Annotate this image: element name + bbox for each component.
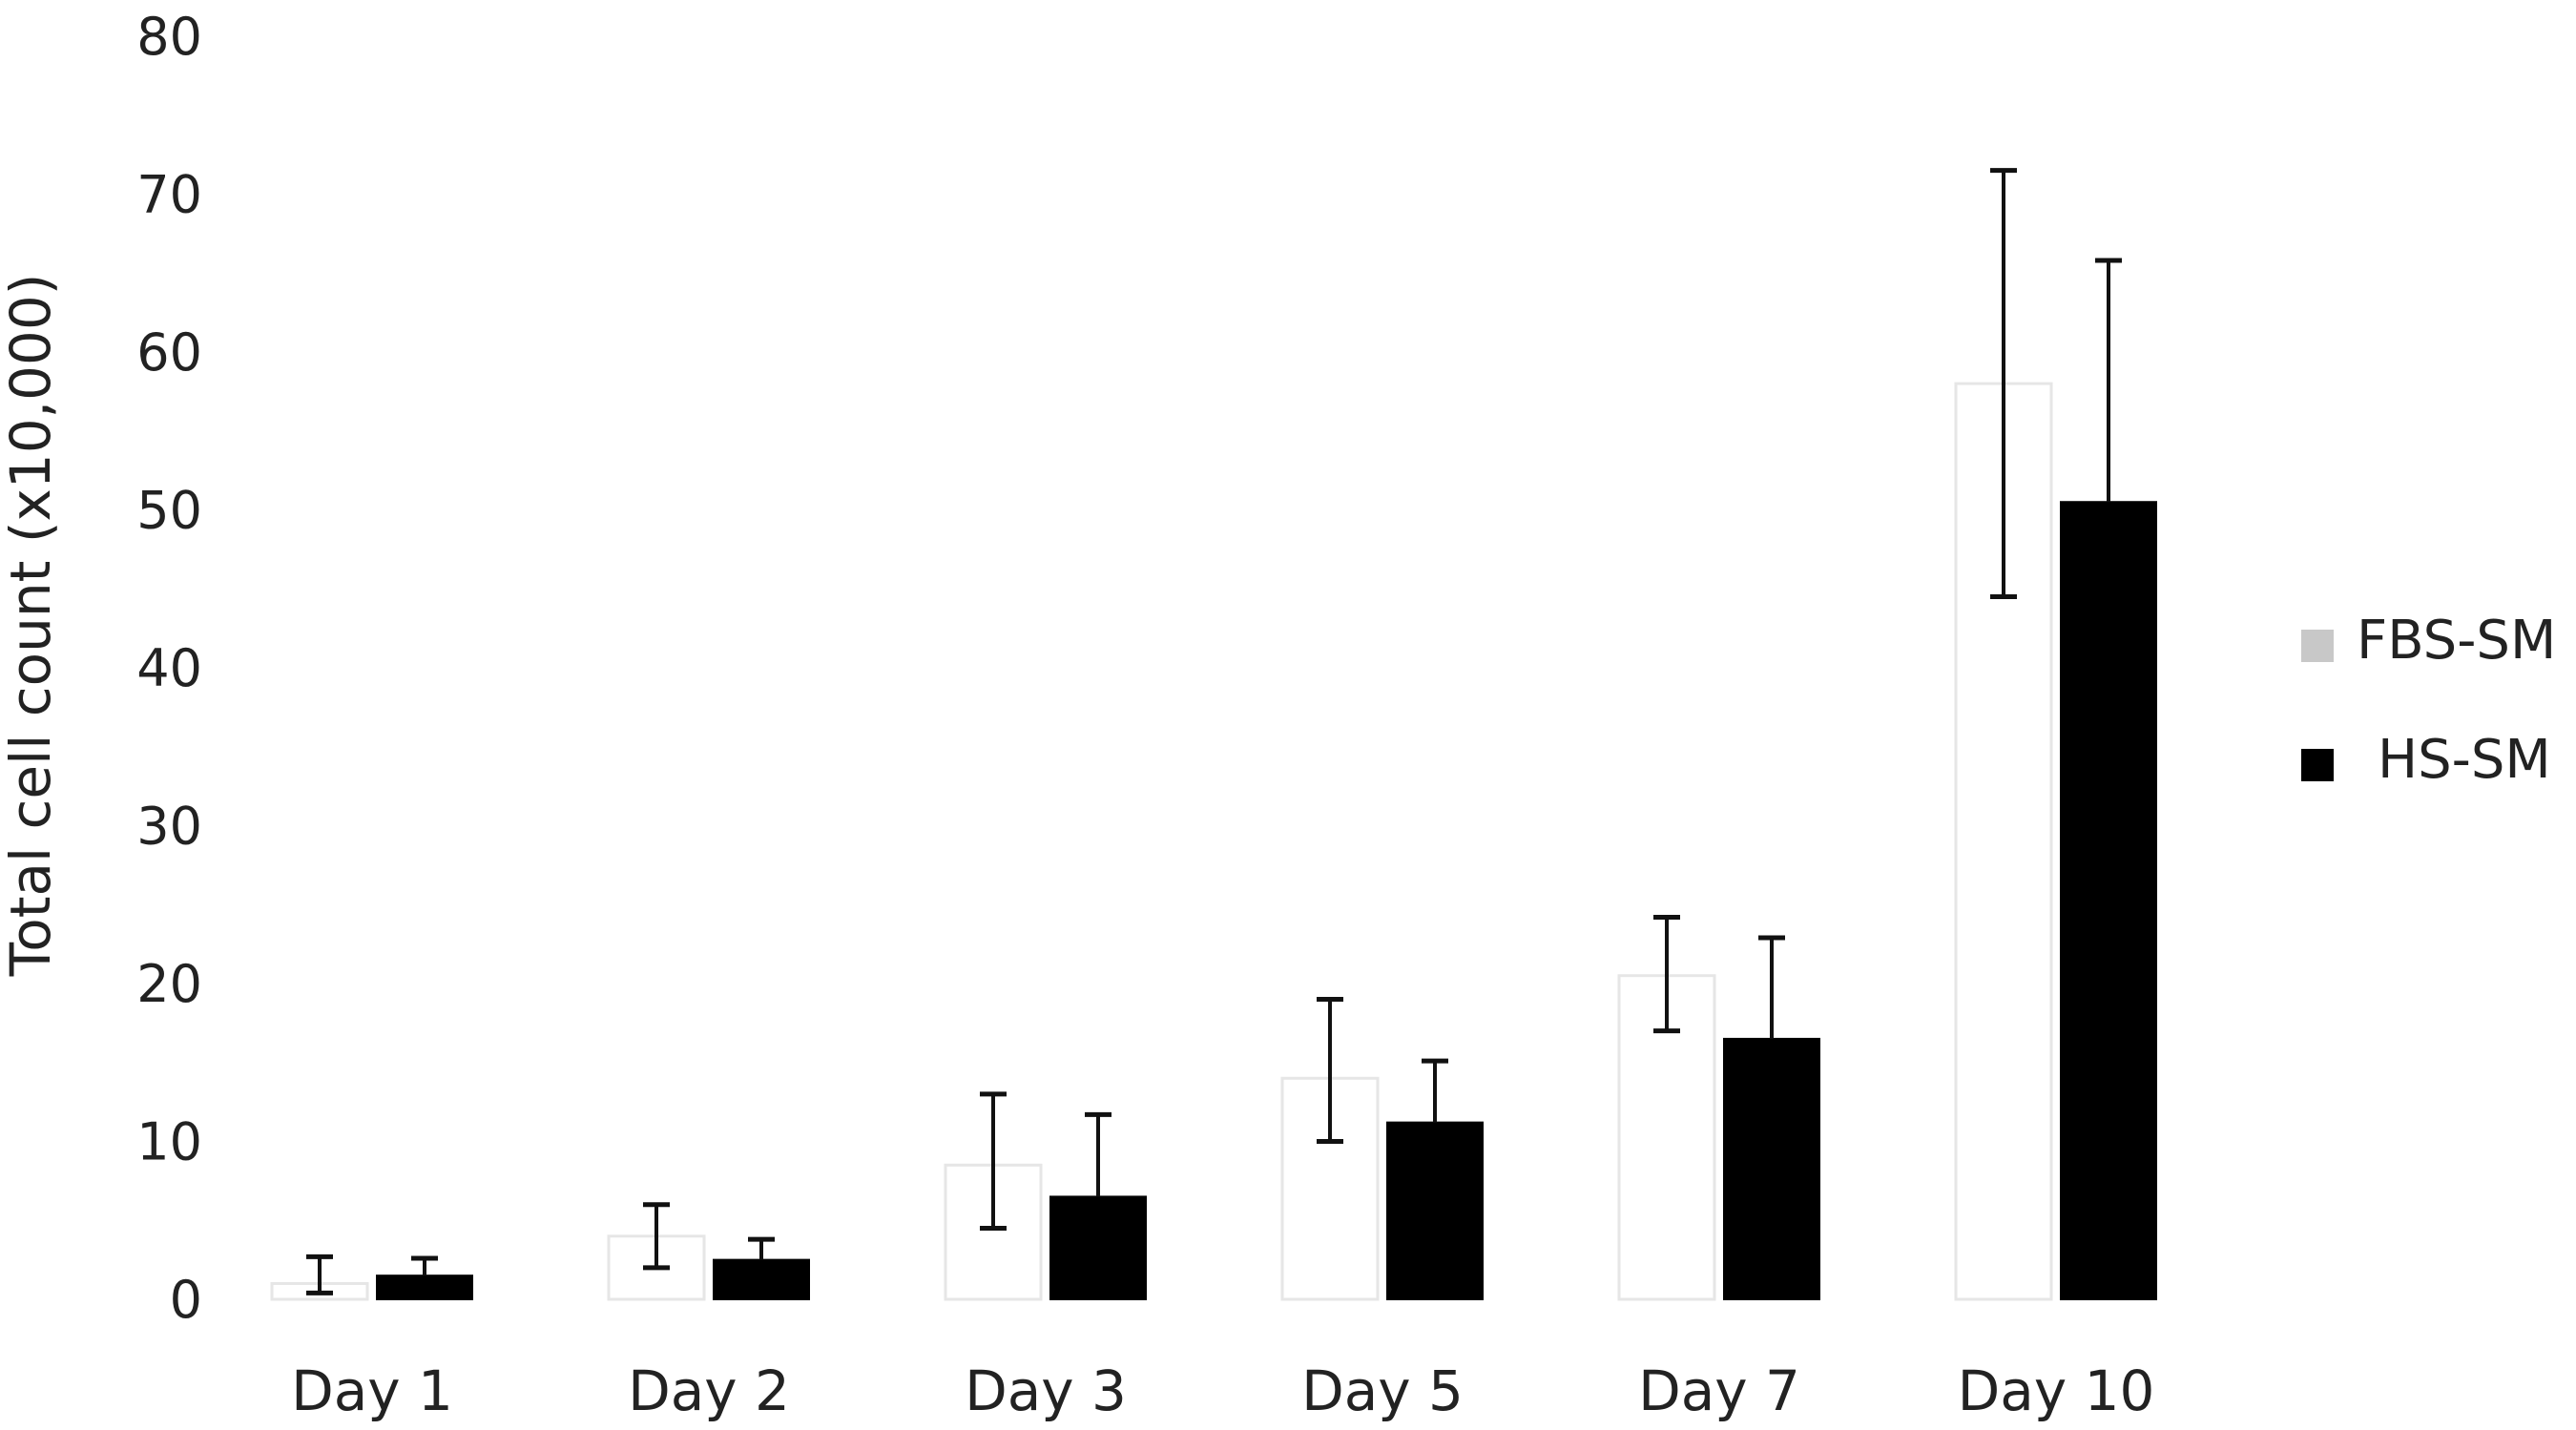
- y-tick-label: 70: [136, 165, 202, 225]
- y-tick-label: 40: [136, 638, 202, 698]
- hs-sm-bar: [713, 1258, 810, 1300]
- bars: [270, 382, 2157, 1301]
- legend-swatch: [2301, 749, 2334, 781]
- y-axis-ticks: 0 10 20 30 40 50 60 70 80: [136, 7, 202, 1330]
- legend-swatch: [2301, 630, 2334, 662]
- y-tick-label: 80: [136, 7, 202, 67]
- y-tick-label: 10: [136, 1112, 202, 1172]
- legend-label: HS-SM: [2378, 729, 2551, 791]
- fbs-sm-bar: [1617, 974, 1716, 1301]
- hs-sm-bar: [1386, 1121, 1484, 1301]
- hs-sm-bar: [1049, 1195, 1147, 1301]
- hs-sm-bar: [2060, 501, 2157, 1300]
- hs-sm-bar: [1723, 1037, 1820, 1301]
- x-tick-label: Day 2: [628, 1358, 790, 1423]
- legend: FBS-SM HS-SM: [2301, 610, 2556, 791]
- y-tick-label: 20: [136, 954, 202, 1014]
- x-tick-label: Day 3: [965, 1358, 1127, 1423]
- x-axis-labels: Day 1 Day 2 Day 3 Day 5 Day 7 Day 10: [291, 1358, 2154, 1423]
- x-tick-label: Day 1: [291, 1358, 453, 1423]
- x-tick-label: Day 10: [1958, 1358, 2155, 1423]
- y-tick-label: 60: [136, 322, 202, 383]
- x-tick-label: Day 5: [1301, 1358, 1464, 1423]
- y-tick-label: 30: [136, 797, 202, 857]
- hs-sm-bar: [376, 1275, 473, 1301]
- y-tick-label: 50: [136, 481, 202, 541]
- x-tick-label: Day 7: [1638, 1358, 1800, 1423]
- error-bars: [306, 168, 2122, 1295]
- y-tick-label: 0: [170, 1270, 202, 1330]
- legend-label: FBS-SM: [2357, 610, 2556, 672]
- y-axis-title: Total cell count (x10,000): [0, 274, 63, 978]
